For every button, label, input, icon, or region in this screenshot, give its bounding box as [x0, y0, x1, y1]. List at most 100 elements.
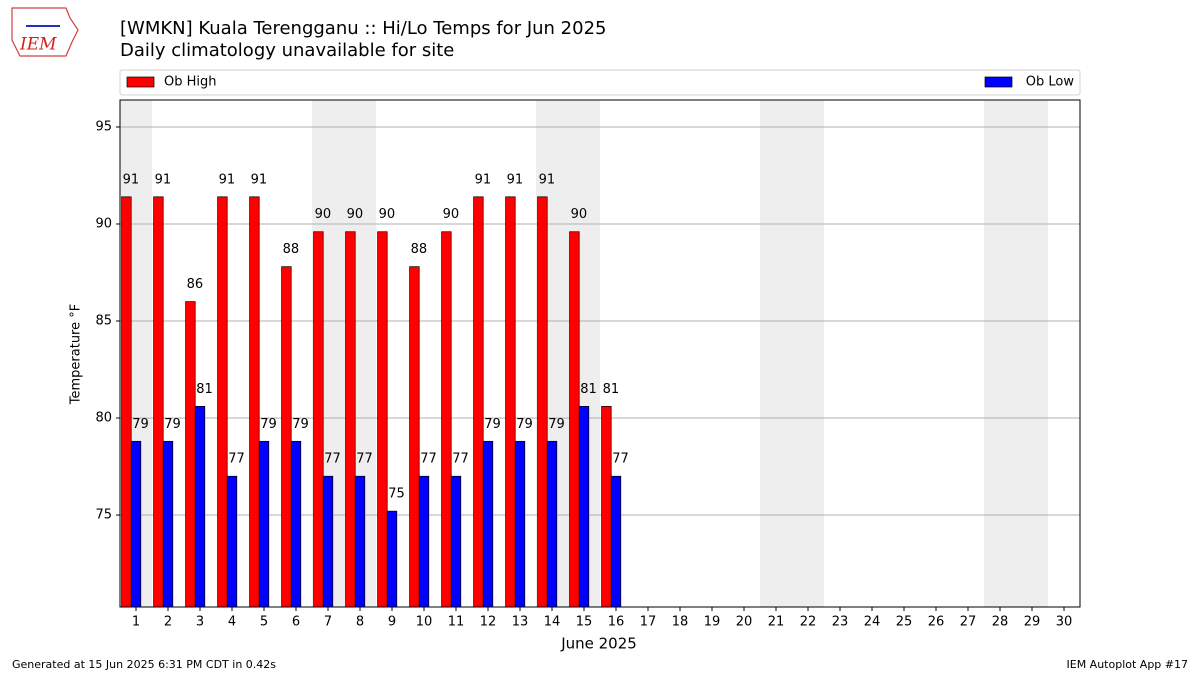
weekend-shade — [1016, 100, 1048, 607]
bar — [450, 475, 462, 608]
y-tick-label: 95 — [95, 119, 112, 134]
data-label: 90 — [347, 207, 364, 222]
y-axis-label: Temperature °F — [69, 304, 84, 405]
data-label: 88 — [283, 242, 300, 257]
bar — [322, 475, 334, 608]
x-tick-label: 7 — [324, 615, 332, 630]
x-tick-label: 16 — [608, 615, 625, 630]
x-tick-label: 18 — [672, 615, 689, 630]
x-tick-label: 5 — [260, 615, 268, 630]
data-label: 91 — [251, 172, 268, 187]
legend-swatch — [984, 76, 1013, 88]
legend-swatch — [126, 76, 155, 88]
data-label: 91 — [475, 172, 492, 187]
x-tick-label: 26 — [928, 615, 945, 630]
x-axis-label: June 2025 — [560, 635, 637, 653]
bar — [185, 301, 196, 608]
bar — [258, 440, 270, 608]
data-label: 79 — [548, 417, 565, 432]
data-label: 77 — [356, 452, 373, 467]
x-tick-label: 14 — [544, 615, 561, 630]
bar — [345, 231, 356, 608]
data-label: 91 — [123, 172, 140, 187]
data-label: 79 — [132, 417, 149, 432]
bar — [194, 406, 206, 608]
data-label: 90 — [379, 207, 396, 222]
bar — [505, 196, 516, 608]
data-label: 79 — [260, 417, 277, 432]
bar — [514, 440, 526, 608]
x-tick-label: 3 — [196, 615, 204, 630]
data-label: 91 — [155, 172, 172, 187]
y-tick-label: 85 — [95, 314, 112, 329]
data-label: 81 — [196, 382, 213, 397]
x-tick-label: 12 — [480, 615, 497, 630]
bar — [217, 196, 228, 608]
y-tick-label: 80 — [95, 411, 112, 426]
bar — [601, 406, 612, 608]
data-label: 81 — [603, 382, 620, 397]
data-label: 77 — [612, 452, 629, 467]
data-label: 86 — [187, 277, 204, 292]
bar — [153, 196, 164, 608]
x-tick-label: 8 — [356, 615, 364, 630]
x-tick-label: 22 — [800, 615, 817, 630]
bar — [121, 196, 132, 608]
x-tick-label: 25 — [896, 615, 913, 630]
x-tick-label: 20 — [736, 615, 753, 630]
chart-subtitle: Daily climatology unavailable for site — [120, 40, 454, 61]
data-label: 90 — [315, 207, 332, 222]
x-tick-label: 11 — [448, 615, 465, 630]
x-tick-label: 30 — [1056, 615, 1073, 630]
data-label: 81 — [580, 382, 597, 397]
logo-outline — [11, 7, 79, 57]
bar — [130, 440, 142, 608]
legend-box — [119, 69, 1081, 96]
bar — [537, 196, 548, 608]
x-tick-label: 21 — [768, 615, 785, 630]
x-tick-label: 4 — [228, 615, 236, 630]
weekend-shade — [760, 100, 792, 607]
data-label: 77 — [324, 452, 341, 467]
data-label: 77 — [452, 452, 469, 467]
x-tick-label: 29 — [1024, 615, 1041, 630]
bar — [473, 196, 484, 608]
x-tick-label: 15 — [576, 615, 593, 630]
bar — [409, 266, 420, 608]
data-label: 77 — [420, 452, 437, 467]
logo-text: IEM — [19, 35, 57, 55]
bar — [578, 406, 590, 608]
bar — [386, 510, 398, 608]
x-tick-label: 27 — [960, 615, 977, 630]
legend-label: Ob Low — [1026, 75, 1075, 90]
data-label: 91 — [219, 172, 236, 187]
data-label: 88 — [411, 242, 428, 257]
weekend-shade — [792, 100, 824, 607]
x-tick-label: 10 — [416, 615, 433, 630]
bar — [313, 231, 324, 608]
data-label: 91 — [507, 172, 524, 187]
bar — [281, 266, 292, 608]
bar — [377, 231, 388, 608]
bar — [249, 196, 260, 608]
data-label: 91 — [539, 172, 556, 187]
legend-label: Ob High — [164, 75, 217, 90]
y-tick-label: 90 — [95, 216, 112, 231]
bar — [546, 440, 558, 608]
bar — [354, 475, 366, 608]
data-label: 79 — [292, 417, 309, 432]
y-tick-label: 75 — [95, 508, 112, 523]
x-tick-label: 28 — [992, 615, 1009, 630]
bar — [482, 440, 494, 608]
plot-frame — [119, 99, 1081, 608]
bar — [418, 475, 430, 608]
x-tick-label: 19 — [704, 615, 721, 630]
weekend-shade — [984, 100, 1016, 607]
data-label: 79 — [516, 417, 533, 432]
bar — [569, 231, 580, 608]
data-label: 90 — [443, 207, 460, 222]
x-tick-label: 2 — [164, 615, 172, 630]
data-label: 79 — [484, 417, 501, 432]
bar — [441, 231, 452, 608]
